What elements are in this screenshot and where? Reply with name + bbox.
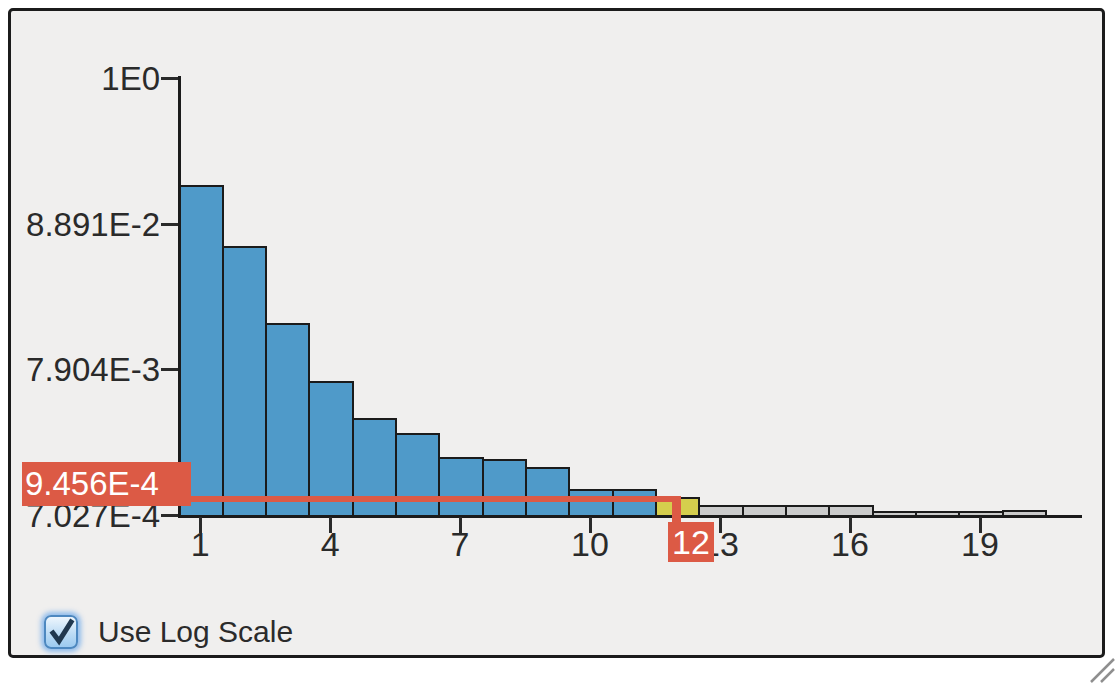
crosshair-value-line: [178, 496, 681, 502]
histogram-bar-9[interactable]: [525, 467, 570, 517]
histogram-bar-3[interactable]: [265, 323, 310, 517]
x-tick: [719, 517, 722, 533]
log-scale-label: Use Log Scale: [98, 615, 293, 649]
chart-panel: 1E08.891E-27.904E-37.027E-4147101316199.…: [8, 8, 1105, 658]
y-tick: [161, 514, 178, 517]
y-tick-label: 1E0: [10, 62, 160, 95]
histogram-bar-6[interactable]: [395, 433, 440, 517]
y-tick: [161, 223, 178, 226]
crosshair-bin-label: 12: [668, 522, 714, 562]
histogram-plot: 1E08.891E-27.904E-37.027E-4147101316199.…: [11, 11, 1102, 655]
histogram-bar-2[interactable]: [222, 246, 267, 517]
x-tick: [979, 517, 982, 533]
resize-grip-icon[interactable]: [1084, 652, 1116, 684]
histogram-bar-11[interactable]: [612, 489, 657, 517]
y-tick-label: 7.904E-3: [10, 354, 160, 387]
x-tick: [199, 517, 202, 533]
log-scale-checkbox[interactable]: [44, 615, 78, 649]
crosshair-value-label: 9.456E-4: [22, 462, 191, 506]
x-tick: [329, 517, 332, 533]
histogram-bar-10[interactable]: [568, 489, 613, 517]
crosshair-bin-line: [672, 496, 681, 523]
x-axis: [178, 515, 1082, 518]
y-tick: [161, 368, 178, 371]
x-tick: [849, 517, 852, 533]
histogram-bar-8[interactable]: [482, 459, 527, 517]
y-tick: [161, 77, 178, 80]
log-scale-control: Use Log Scale: [44, 615, 293, 649]
x-tick: [459, 517, 462, 533]
check-icon: [44, 614, 80, 650]
x-tick: [589, 517, 592, 533]
histogram-widget: 1E08.891E-27.904E-37.027E-4147101316199.…: [0, 0, 1116, 684]
histogram-bar-7[interactable]: [438, 457, 483, 517]
y-tick-label: 8.891E-2: [10, 208, 160, 241]
histogram-bar-5[interactable]: [352, 418, 397, 517]
y-axis: [178, 76, 181, 518]
